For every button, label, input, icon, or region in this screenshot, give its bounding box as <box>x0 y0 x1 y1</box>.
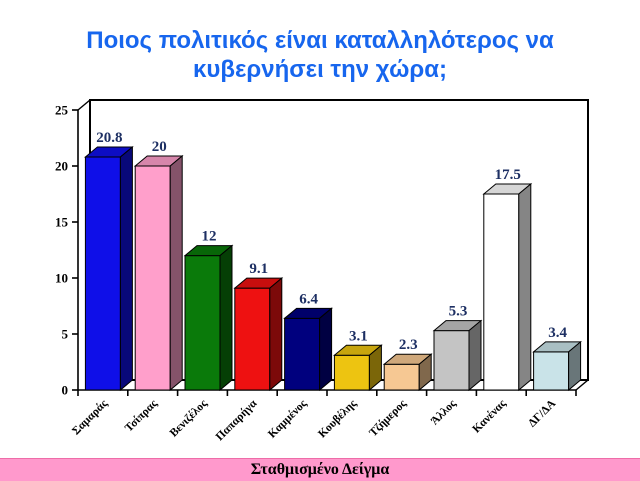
bar-front-Σαμαράς <box>84 156 121 391</box>
axis-depth-edge-top <box>77 99 91 111</box>
bar-side-Τζήμερος <box>418 353 432 392</box>
bar-front-Βενιζέλος <box>184 255 221 391</box>
page-title: Ποιος πολιτικός είναι καταλληλότερος να … <box>86 27 554 83</box>
y-tick-label: 25 <box>55 103 69 118</box>
bar-front-Κανένας <box>483 193 520 391</box>
bar-side-Κουβέλης <box>368 344 382 392</box>
category-label: Κουβέλης <box>316 397 360 441</box>
category-label: ΔΓ/ΔΑ <box>526 397 558 429</box>
category-label: Τσίπρας <box>122 397 160 435</box>
bar-front-ΔΓ/ΔΑ <box>533 351 570 391</box>
bar-front-Κουβέλης <box>333 354 370 391</box>
bar-side-Παπαρήγα <box>269 277 283 392</box>
footer-label: Σταθμισμένο Δείγμα <box>250 461 390 478</box>
floor-depth-edge-right <box>575 379 589 391</box>
bar-side-ΔΓ/ΔΑ <box>568 340 582 392</box>
y-tick-label: 5 <box>62 327 69 342</box>
bar-side-Βενιζέλος <box>219 244 233 392</box>
bar-front-Παπαρήγα <box>234 287 271 391</box>
bar-front-Τζήμερος <box>383 363 420 391</box>
value-label: 3.4 <box>548 325 567 341</box>
value-label: 20.8 <box>96 130 122 146</box>
value-label: 12 <box>202 229 217 245</box>
category-label: Άλλος <box>429 398 459 428</box>
category-label: Καμμένος <box>265 397 309 441</box>
y-tick-label: 0 <box>62 383 69 398</box>
category-label: Κανένας <box>470 397 509 436</box>
category-label: Τζήμερος <box>367 397 409 439</box>
bar-front-Άλλος <box>433 330 470 391</box>
bar-front-Τσίπρας <box>134 165 171 391</box>
bar-side-Άλλος <box>468 319 482 392</box>
category-label: Σαμαράς <box>69 397 110 438</box>
bar-side-Κανένας <box>518 182 532 392</box>
value-label: 9.1 <box>249 261 268 277</box>
value-label: 3.1 <box>349 328 368 344</box>
value-label: 5.3 <box>449 304 468 320</box>
y-tick-label: 15 <box>55 215 69 230</box>
value-label: 17.5 <box>495 167 521 183</box>
y-tick-label: 20 <box>55 159 68 174</box>
value-label: 6.4 <box>299 291 318 307</box>
category-label: Παπαρήγα <box>214 397 260 443</box>
bar-chart: 0 5 10 15 20 25 20.8 20 12 9.1 6.4 3.1 2.3 5.3 17.5 3.4… <box>55 99 589 443</box>
bar-side-Τσίπρας <box>169 154 183 392</box>
category-label: Βενιζέλος <box>167 397 210 440</box>
footer-banner: Σταθμισμένο Δείγμα <box>0 458 640 481</box>
bar-front-Καμμένος <box>284 317 321 391</box>
value-label: 20 <box>152 139 167 155</box>
bar-side-Καμμένος <box>319 307 333 392</box>
y-tick-label: 10 <box>55 271 68 286</box>
value-label: 2.3 <box>399 337 418 353</box>
bar-side-Σαμαράς <box>119 145 133 392</box>
